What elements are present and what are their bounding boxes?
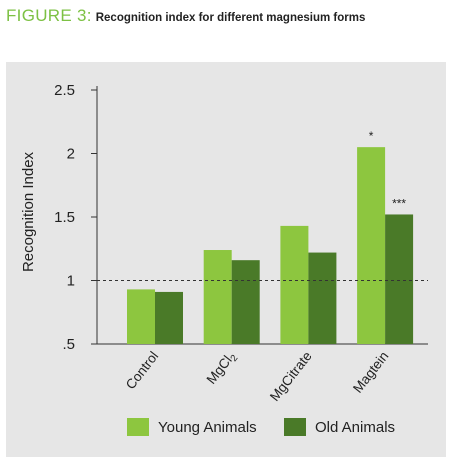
figure-caption: Recognition index for different magnesiu…: [95, 12, 366, 24]
bar-young-1: [203, 250, 232, 344]
legend-swatch-young: [127, 418, 149, 436]
bar-young-2: [280, 225, 309, 344]
y-tick-label: 2: [67, 146, 75, 163]
y-tick-label: 2.5: [54, 82, 75, 99]
x-tick-label-3: Magtein: [350, 349, 391, 396]
y-tick-label: 1.5: [54, 209, 75, 226]
figure-label: FIGURE 3:: [6, 6, 92, 25]
y-axis-label: Recognition Index: [20, 151, 37, 272]
legend-swatch-old: [284, 418, 306, 436]
y-tick-label: 1: [67, 273, 75, 290]
figure-title: FIGURE 3: Recognition index for differen…: [6, 6, 365, 26]
bar-young-0: [127, 289, 155, 344]
x-tick-label-0: Control: [123, 349, 162, 393]
y-tick-label: .5: [62, 336, 75, 353]
x-tick-label-2: MgCitrate: [267, 349, 315, 404]
bar-old-2: [308, 252, 337, 344]
bar-old-3: [385, 214, 414, 344]
legend-label-young: Young Animals: [158, 419, 257, 436]
bar-young-3: [357, 147, 386, 344]
bar-old-0: [155, 291, 183, 344]
significance-marker: ***: [392, 196, 406, 210]
legend-label-old: Old Animals: [315, 419, 395, 436]
x-tick-label-1: MgCl2: [204, 349, 241, 389]
significance-marker: *: [369, 129, 374, 143]
bar-old-1: [231, 260, 260, 344]
